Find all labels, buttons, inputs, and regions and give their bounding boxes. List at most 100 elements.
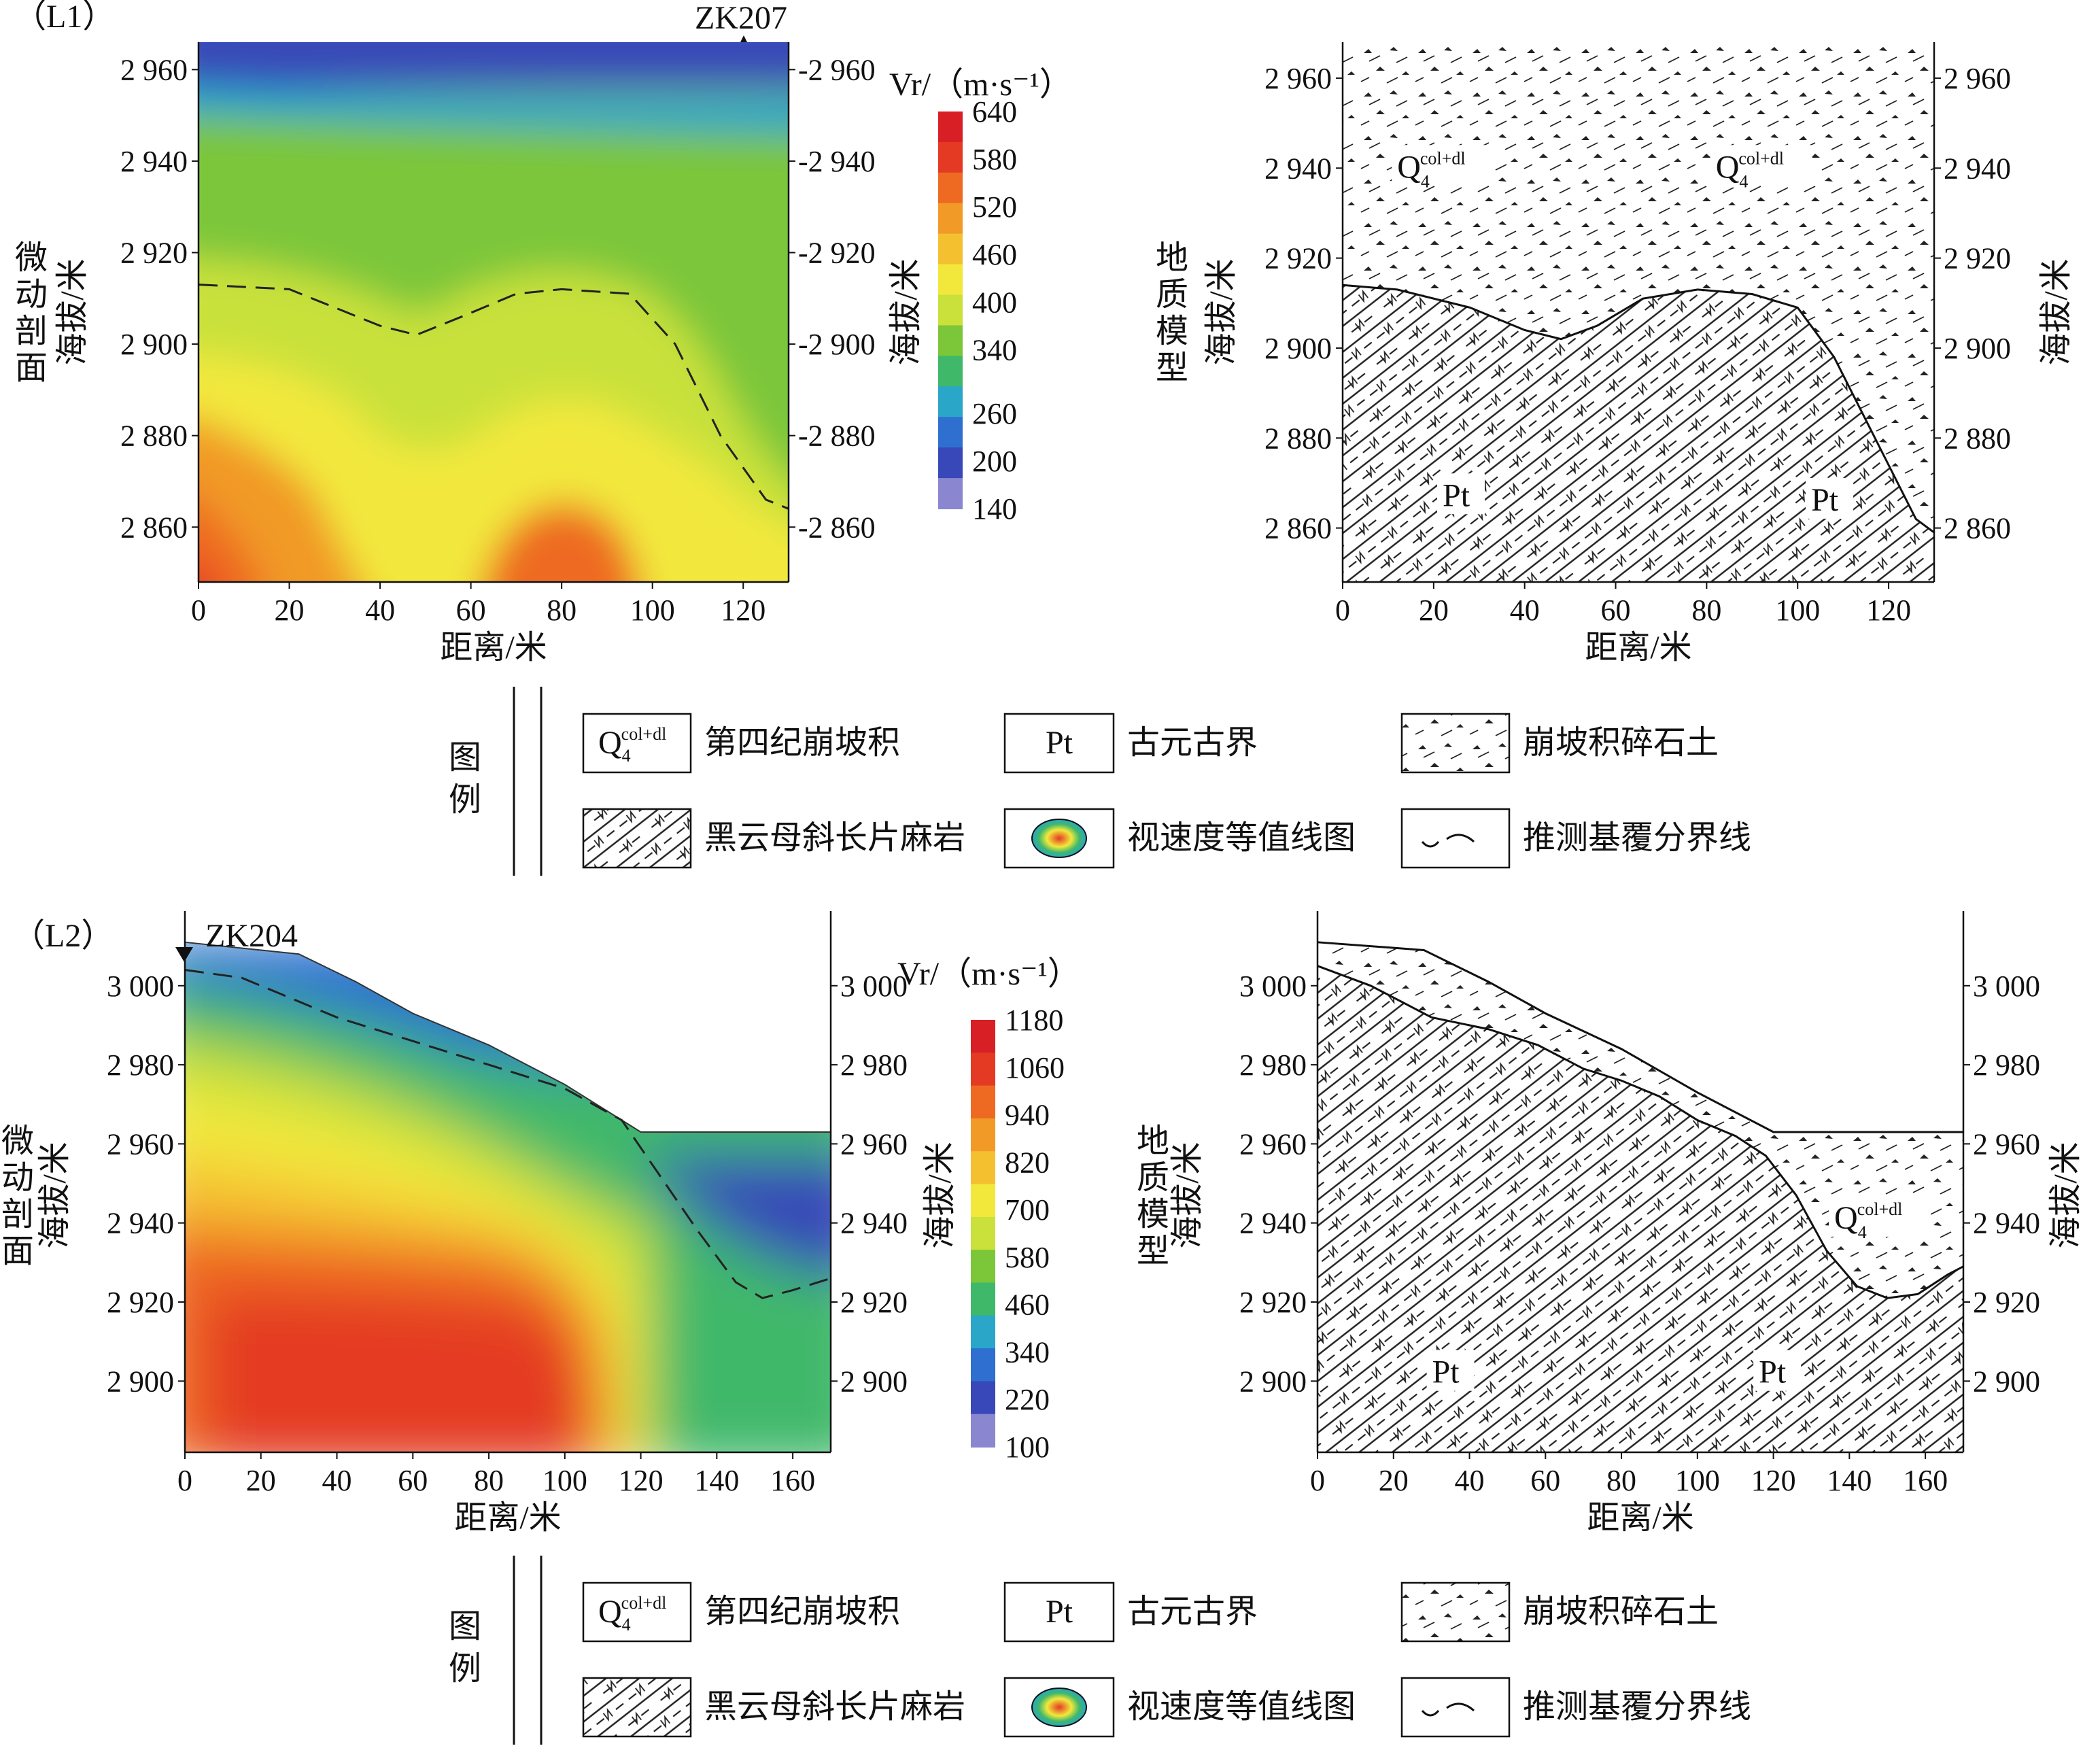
- symbol-subscript: 4: [1858, 1222, 1867, 1242]
- legend-title: 图例: [449, 740, 481, 818]
- l1-velocity-field: [199, 42, 789, 582]
- colorbar-swatch: [971, 1282, 995, 1316]
- legend-label-gneiss: 黑云母斜长片麻岩: [704, 1689, 965, 1725]
- left-title-char: 地: [1137, 1123, 1169, 1159]
- y-axis-label-left: 海拔/米: [1203, 258, 1239, 365]
- y-tick-label-left: 2 960: [107, 1127, 174, 1161]
- colorbar-swatch: [971, 1184, 995, 1218]
- x-tick-label: 20: [1379, 1464, 1409, 1497]
- y-tick-label-left: 2 960: [1239, 1127, 1307, 1161]
- left-title-char: 质: [1156, 277, 1188, 313]
- legend-q4-sub: 4: [622, 1615, 631, 1634]
- legend-swatch-pt: [1003, 1581, 1115, 1643]
- x-tick-label: 60: [456, 594, 486, 627]
- l2-gneiss-bedrock: [1318, 965, 1963, 1452]
- colorbar-swatch: [971, 1250, 995, 1284]
- panel-1-axes: 0 20 40 60 80 100 120 2 960 -2 960 2 940 -2 940 2 9…: [15, 42, 924, 666]
- y-tick-label-right: 2 920: [1973, 1286, 2040, 1319]
- colorbar-swatch: [938, 356, 963, 388]
- y-tick-label-left: 2 940: [1239, 1207, 1307, 1240]
- y-tick-label-right: 2 860: [1944, 512, 2011, 545]
- x-tick-label: 0: [1335, 594, 1350, 627]
- colorbar-swatch: [971, 1216, 995, 1251]
- legend-label-pt: 古元古界: [1127, 1594, 1258, 1630]
- legend-item-pt: Pt 古元古界: [1003, 713, 1258, 774]
- colorbar-swatch: [938, 417, 963, 449]
- pt-symbol-label: Pt: [1443, 477, 1470, 513]
- colorbar-swatch: [938, 325, 963, 357]
- legend-swatch-q4: [582, 713, 692, 774]
- l1-borehole-marker-icon: [740, 35, 747, 42]
- y-tick-label-left: 2 920: [1264, 242, 1332, 275]
- y-tick-label-left: 2 900: [107, 1365, 174, 1398]
- boundary-line-icon: [1421, 1702, 1475, 1717]
- x-tick-label: 80: [474, 1464, 504, 1497]
- colorbar-swatch: [971, 1118, 995, 1152]
- legend-item-gneiss: 黑云母斜长片麻岩: [582, 1677, 965, 1738]
- legend-label-boundary: 推测基覆分界线: [1523, 820, 1751, 856]
- l2-section-label: （L2）: [12, 918, 114, 954]
- legend-label-q4: 第四纪崩坡积: [704, 1594, 900, 1630]
- colorbar-swatch: [971, 1381, 995, 1415]
- y-tick-label-right: 3 000: [840, 970, 908, 1003]
- l2-colorbar-title: Vr/（m·s⁻¹）: [897, 956, 1080, 992]
- panel-2-axes: 0 20 40 60 80 100 120 2 960 2 960 2 940 2 940 2 920…: [1156, 42, 2074, 666]
- left-title-char: 微: [1, 1123, 34, 1159]
- x-tick-label: 100: [1675, 1464, 1720, 1497]
- y-axis-label-left: 海拔/米: [1169, 1142, 1205, 1248]
- legend-swatch-boundary: [1400, 1677, 1511, 1738]
- colorbar-swatch: [971, 1315, 995, 1350]
- symbol-superscript: col+dl: [1420, 148, 1466, 168]
- y-tick-label-right: 2 980: [1973, 1048, 2040, 1082]
- colorbar-tick-label: 260: [972, 397, 1017, 430]
- left-title-char: 型: [1137, 1233, 1169, 1269]
- y-tick-label-right: -2 920: [798, 237, 876, 270]
- x-tick-label: 140: [694, 1464, 739, 1497]
- l2-inferred-boundary-line: [184, 969, 831, 1299]
- colorbar-swatch: [938, 203, 963, 235]
- pt-symbol-label: Pt: [1811, 482, 1839, 518]
- map-label-bg: [1806, 477, 1854, 519]
- x-tick-label: 100: [630, 594, 675, 627]
- legend-item-pt: Pt 古元古界: [1003, 1581, 1258, 1643]
- colorbar-tick-label: 460: [1005, 1288, 1050, 1322]
- colorbar-swatch: [938, 386, 963, 418]
- pt-symbol-label: Pt: [1432, 1354, 1460, 1390]
- colorbar-tick-label: 1180: [1005, 1004, 1063, 1037]
- l1-colorbar: Vr/（m·s⁻¹） 640 580 520 460 400 340 260 200 140: [889, 67, 1072, 526]
- legend-swatch-boundary: [1400, 808, 1511, 869]
- legend-item-rubble: 崩坡积碎石土: [1400, 1581, 1719, 1643]
- colorbar-tick-label: 1060: [1005, 1051, 1065, 1084]
- colorbar-tick-label: 100: [1005, 1431, 1050, 1464]
- y-tick-label-left: 2 940: [120, 145, 188, 178]
- colorbar-tick-label: 220: [1005, 1383, 1050, 1416]
- left-title: 地质模型: [1137, 1123, 1169, 1269]
- x-tick-label: 80: [1606, 1464, 1636, 1497]
- x-axis-label: 距离/米: [454, 1500, 561, 1536]
- left-title-char: 动: [1, 1160, 34, 1196]
- legend-q4-sub: 4: [622, 746, 631, 766]
- l2-rubble-layer: [1318, 942, 1963, 1299]
- y-tick-label-right: 2 900: [1973, 1365, 2040, 1398]
- x-tick-label: 20: [275, 594, 305, 627]
- colorbar-swatch: [938, 294, 963, 326]
- legend-label-gneiss: 黑云母斜长片麻岩: [704, 820, 965, 856]
- y-tick-label-right: -2 900: [798, 328, 876, 361]
- y-tick-label-left: 2 920: [107, 1286, 174, 1319]
- x-tick-label: 0: [191, 594, 206, 627]
- y-tick-label-left: 2 920: [1239, 1286, 1307, 1319]
- x-axis-label: 距离/米: [1585, 630, 1691, 666]
- symbol-superscript: col+dl: [1738, 148, 1784, 168]
- legend-swatch-pt: [1003, 713, 1115, 774]
- colorbar-swatch: [971, 1151, 995, 1185]
- left-title-char: 面: [1, 1233, 34, 1269]
- y-tick-label-left: 2 900: [1239, 1365, 1307, 1398]
- colorbar-swatch: [938, 112, 963, 143]
- legend-title: 图例: [449, 1609, 481, 1687]
- colorbar-tick-label: 400: [972, 286, 1017, 319]
